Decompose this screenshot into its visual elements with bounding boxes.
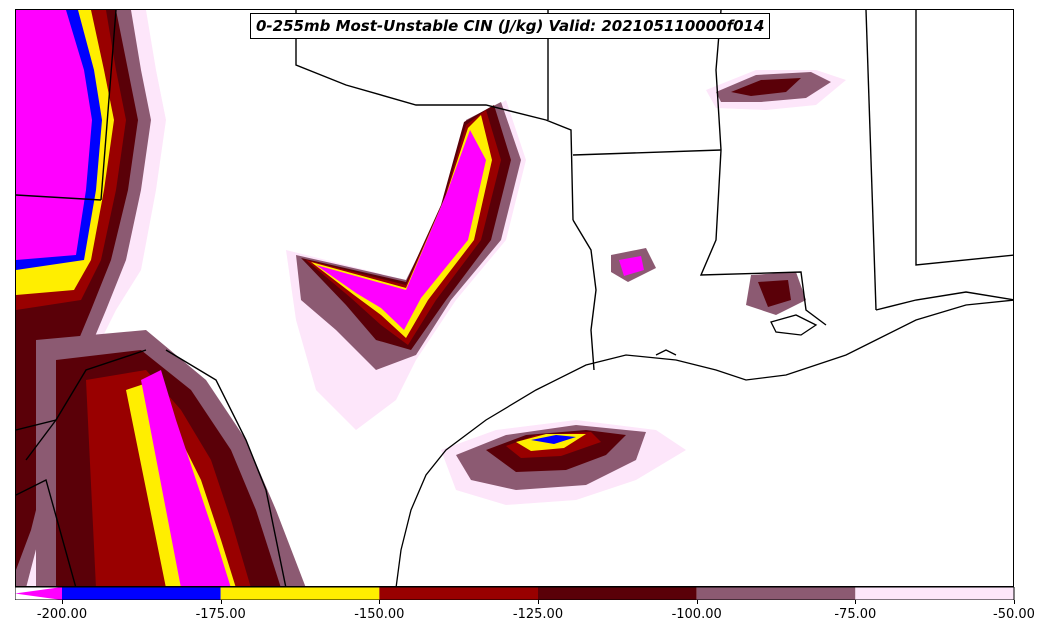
central-cin-field: [286, 100, 526, 430]
gulf-cin-field: [441, 420, 686, 505]
colorbar-tick-mark: [62, 600, 63, 604]
colorbar-tick-label: -125.00: [512, 607, 564, 622]
colorbar-bin: [696, 587, 856, 600]
colorbar-tick-mark: [379, 600, 381, 604]
colorbar-tick-label: -75.00: [834, 607, 877, 622]
colorbar-bin: [220, 587, 380, 600]
colorbar-tick-label: -150.00: [354, 607, 405, 622]
map-title: 0-255mb Most-Unstable CIN (J/kg) Valid: …: [250, 13, 771, 39]
colorbar-bin: [538, 587, 697, 600]
colorbar-bin: [379, 587, 538, 600]
colorbar-tick-label: -200.00: [36, 607, 88, 622]
colorbar-tick-mark: [538, 600, 539, 604]
colorbar-tick-label: -100.00: [671, 607, 722, 622]
northeast-cin-field: [611, 70, 846, 315]
colorbar-tick-label: -175.00: [195, 607, 246, 622]
colorbar-tick-label: -50.00: [993, 607, 1035, 622]
colorbar-tick-mark: [220, 600, 222, 604]
colorbar-extend-low: [15, 587, 62, 600]
colorbar-tick-mark: [1014, 600, 1015, 604]
coastline: [395, 299, 1013, 586]
colorbar-bin: [62, 587, 221, 600]
colorbar-bin: [855, 587, 1014, 600]
colorbar: [15, 587, 1015, 600]
colorbar-tick-mark: [855, 600, 857, 604]
colorbar-tick-mark: [696, 600, 698, 604]
southwest-cin-field: [36, 330, 306, 586]
cin-map: [15, 9, 1014, 587]
